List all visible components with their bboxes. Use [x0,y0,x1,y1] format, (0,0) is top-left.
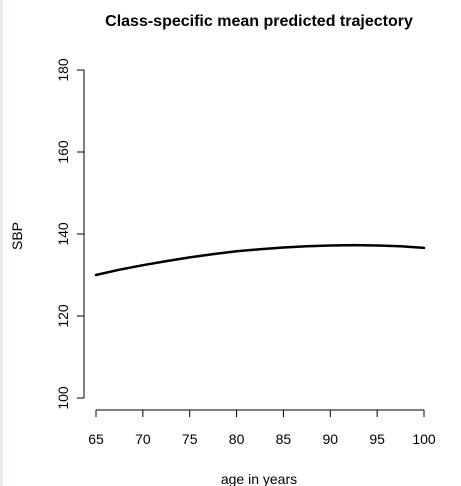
x-tick-label: 75 [182,431,198,447]
y-tick-label: 100 [55,386,71,410]
x-tick-label: 80 [229,431,245,447]
x-tick-label: 100 [412,431,436,447]
x-tick-label: 90 [322,431,338,447]
window-left-edge [0,0,3,486]
x-tick-label: 95 [369,431,385,447]
series-layer [94,243,426,277]
y-tick-label: 120 [55,304,71,328]
y-tick-label: 160 [55,140,71,164]
plot-frame [84,58,436,410]
y-axis-title: SBP [9,222,25,250]
x-tick-label: 70 [135,431,151,447]
y-tick-label: 180 [55,58,71,82]
y-axis: 100 120 140 160 180 [55,58,85,410]
x-tick-label: 65 [88,431,104,447]
x-tick-label: 85 [276,431,292,447]
series-line-0 [94,243,426,277]
y-tick-label: 140 [55,222,71,246]
x-axis: 65 70 75 80 85 90 95 100 [88,409,436,447]
x-axis-title: age in years [221,471,297,486]
chart-title: Class-specific mean predicted trajectory [105,13,413,30]
